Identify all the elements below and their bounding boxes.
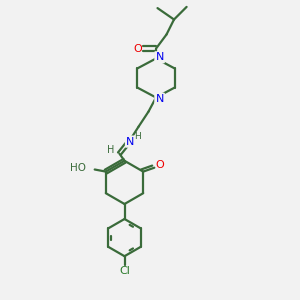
Text: O: O: [134, 44, 142, 54]
Text: O: O: [155, 160, 164, 170]
Text: N: N: [126, 136, 134, 147]
Text: HO: HO: [70, 163, 86, 173]
Text: H: H: [134, 132, 141, 141]
Text: N: N: [155, 52, 164, 62]
Text: H: H: [107, 145, 115, 155]
Text: Cl: Cl: [119, 266, 130, 276]
Text: N: N: [155, 94, 164, 104]
